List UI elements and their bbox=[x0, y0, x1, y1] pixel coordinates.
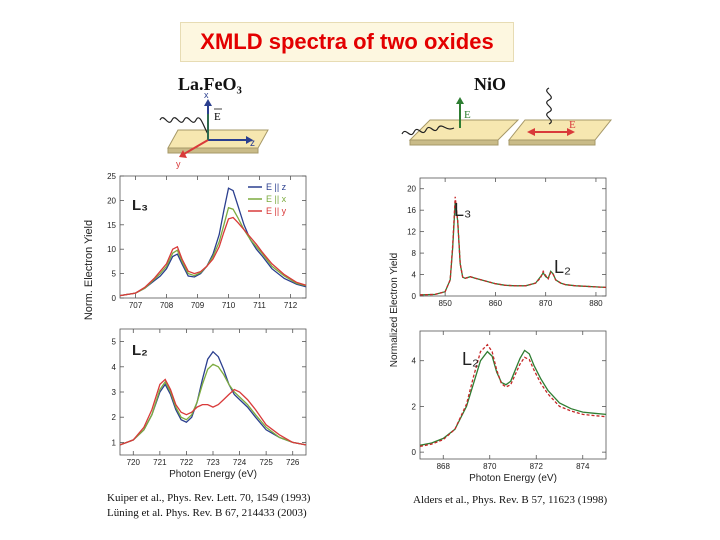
x-tick-label: 870 bbox=[483, 462, 497, 471]
nio-geometry-diagram-2: E bbox=[507, 87, 613, 146]
series-line-1 bbox=[119, 187, 307, 297]
title-box: XMLD spectra of two oxides bbox=[180, 22, 514, 62]
series-line-2 bbox=[119, 363, 307, 446]
y-tick-label: 0 bbox=[412, 292, 417, 301]
edge-label: L₃ bbox=[132, 197, 148, 214]
y-axis-arrow bbox=[183, 139, 209, 155]
y-tick-label: 16 bbox=[407, 206, 416, 215]
y-tick-label: 2 bbox=[412, 402, 417, 411]
lafeo3-geometry-diagram: x z y E bbox=[159, 90, 269, 169]
chart-nio-L2: 0 2 4 868 870 872 874 L₂ Photon Energy (eV) bbox=[412, 330, 607, 484]
edge-label: L₂ bbox=[462, 349, 479, 369]
citation-luning: Lüning et al. Phys. Rev. B 67, 214433 (2… bbox=[107, 507, 307, 519]
x-tick-label: 870 bbox=[539, 299, 553, 308]
x-tick-label: 872 bbox=[530, 462, 544, 471]
plot-frame bbox=[419, 177, 607, 297]
x-tick-label: 726 bbox=[286, 458, 300, 467]
y-tick-label: 4 bbox=[112, 363, 117, 372]
legend-entry-3: E || y bbox=[266, 206, 287, 216]
x-tick-label: 708 bbox=[160, 301, 174, 310]
xray-beam-wave bbox=[159, 117, 209, 135]
sample-plate bbox=[507, 119, 613, 141]
y-tick-label: 4 bbox=[412, 271, 417, 280]
lafeo3-ylabel: Norm. Electron Yield bbox=[83, 219, 95, 321]
chart-lafeo3-L2: 1 2 3 4 5 720 721 722 723 724 725 726 L₂ Photon Energ… bbox=[112, 328, 307, 480]
series-line-2 bbox=[119, 206, 307, 297]
y-tick-label: 25 bbox=[107, 172, 116, 181]
plot-frame bbox=[419, 330, 607, 460]
series-line-3 bbox=[119, 378, 307, 446]
x-tick-label: 725 bbox=[259, 458, 273, 467]
x-tick-label: 711 bbox=[253, 301, 266, 310]
x-tick-label: 724 bbox=[233, 458, 247, 467]
series-line-3 bbox=[119, 216, 307, 297]
x-tick-label: 707 bbox=[129, 301, 143, 310]
slide-title: XMLD spectra of two oxides bbox=[200, 29, 494, 54]
legend-entry-2: E || x bbox=[266, 194, 287, 204]
xray-beam-wave bbox=[546, 87, 552, 125]
y-tick-label: 20 bbox=[407, 185, 416, 194]
edge-label: L₂ bbox=[132, 342, 148, 359]
y-tick-label: 0 bbox=[112, 294, 117, 303]
y-tick-label: 4 bbox=[412, 357, 417, 366]
y-tick-label: 8 bbox=[412, 249, 417, 258]
axis-y-label: y bbox=[176, 159, 181, 169]
x-tick-label: 722 bbox=[180, 458, 194, 467]
chart-lafeo3-L3: 0 5 10 15 20 25 707 708 709 710 711 712 L₃ E || z E ||… bbox=[107, 172, 307, 310]
edge-label: L₃ bbox=[454, 200, 471, 220]
x-tick-label: 860 bbox=[489, 299, 503, 308]
y-tick-label: 5 bbox=[112, 270, 117, 279]
nio-formula: NiO bbox=[474, 74, 507, 94]
x-tick-label: 880 bbox=[589, 299, 603, 308]
e-vector-label: E bbox=[214, 111, 221, 123]
axis-x-label: x bbox=[204, 90, 209, 100]
xray-beam-wave bbox=[401, 125, 455, 136]
series-line-2 bbox=[419, 196, 607, 296]
x-tick-label: 874 bbox=[576, 462, 590, 471]
x-tick-label: 720 bbox=[127, 458, 141, 467]
plot-frame bbox=[119, 175, 307, 299]
lafeo3-formula: La.FeO₃ bbox=[178, 74, 242, 94]
x-axis-label: Photon Energy (eV) bbox=[469, 473, 557, 484]
x-tick-label: 709 bbox=[191, 301, 205, 310]
y-tick-label: 0 bbox=[412, 448, 417, 457]
y-tick-label: 20 bbox=[107, 196, 116, 205]
citation-alders: Alders et al., Phys. Rev. B 57, 11623 (1… bbox=[413, 494, 608, 506]
y-tick-label: 10 bbox=[107, 245, 116, 254]
e-vector-label: E bbox=[464, 109, 471, 121]
series-line-1 bbox=[419, 349, 607, 446]
sample-plate-edge bbox=[167, 147, 259, 154]
axis-z-label: z bbox=[250, 138, 255, 149]
x-tick-label: 868 bbox=[437, 462, 451, 471]
series-line-1 bbox=[119, 350, 307, 446]
citation-kuiper: Kuiper et al., Phys. Rev. Lett. 70, 1549… bbox=[107, 492, 311, 504]
y-tick-label: 2 bbox=[112, 413, 117, 422]
nio-geometry-diagram-1: E bbox=[401, 97, 520, 146]
x-axis-label: Photon Energy (eV) bbox=[169, 469, 257, 480]
y-tick-label: 1 bbox=[112, 438, 117, 447]
series-line-2 bbox=[419, 343, 607, 448]
x-tick-label: 723 bbox=[206, 458, 220, 467]
x-tick-label: 712 bbox=[284, 301, 298, 310]
edge-label-2: L₂ bbox=[554, 257, 571, 277]
y-tick-label: 12 bbox=[407, 228, 416, 237]
e-vector-label: E bbox=[569, 119, 576, 131]
x-tick-label: 850 bbox=[438, 299, 452, 308]
y-tick-label: 5 bbox=[112, 338, 117, 347]
x-tick-label: 721 bbox=[153, 458, 167, 467]
chart-nio-overview: 0 4 8 12 16 20 850 860 870 880 L₃ L₂ bbox=[407, 177, 607, 308]
legend-entry-1: E || z bbox=[266, 182, 287, 192]
y-tick-label: 15 bbox=[107, 221, 116, 230]
y-tick-label: 3 bbox=[112, 388, 117, 397]
x-tick-label: 710 bbox=[222, 301, 236, 310]
